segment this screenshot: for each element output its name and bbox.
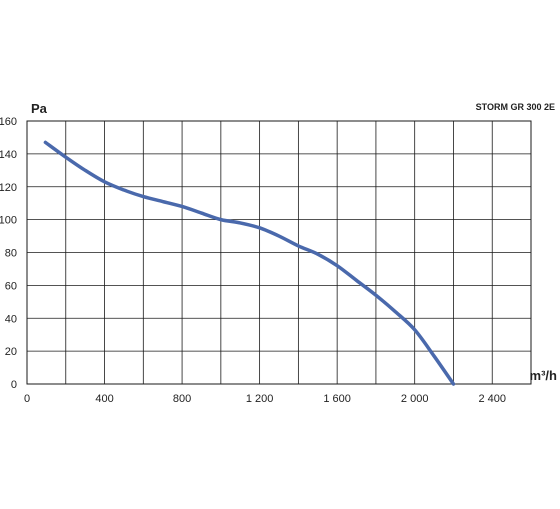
series-layer: [43, 140, 456, 386]
x-tick-label: 400: [95, 393, 113, 405]
x-tick-label: 2 400: [478, 393, 506, 405]
y-tick-label: 160: [0, 116, 17, 128]
x-tick-label: 2 000: [401, 393, 429, 405]
x-tick-label: 0: [24, 393, 30, 405]
y-axis-unit-label: Pa: [31, 101, 48, 116]
y-tick-label: 80: [5, 248, 17, 260]
y-tick-label: 0: [11, 379, 17, 391]
series-line: [43, 140, 456, 386]
y-tick-label: 40: [5, 313, 17, 325]
x-tick-label: 800: [173, 393, 191, 405]
chart-title: STORM GR 300 2E: [476, 102, 555, 112]
x-tick-label: 1 600: [323, 393, 351, 405]
y-tick-label: 140: [0, 149, 17, 161]
plot-frame: [26, 120, 532, 385]
x-tick-label: 1 200: [246, 393, 274, 405]
y-tick-label: 20: [5, 346, 17, 358]
x-tick-labels: 0 400 800 1 200 1 600 2 000 2 400: [24, 393, 506, 405]
grid-layer: [26, 120, 532, 385]
y-tick-label: 60: [5, 280, 17, 292]
y-tick-labels: 0 20 40 60 80 100 120 140 160: [0, 116, 17, 391]
x-axis-unit-label: m³/h: [530, 368, 558, 383]
y-tick-label: 100: [0, 215, 17, 227]
y-tick-label: 120: [0, 182, 17, 194]
